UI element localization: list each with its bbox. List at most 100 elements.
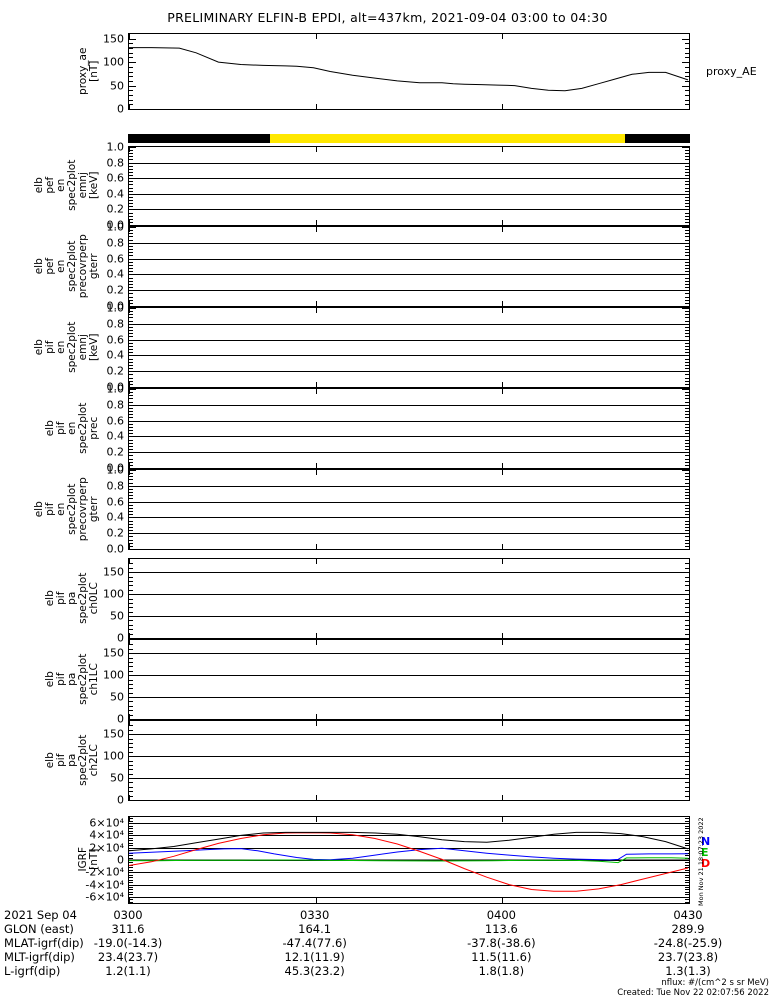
y-tick-minor [129,495,133,497]
y-tick-minor [685,901,689,903]
y-tick-minor [685,215,689,217]
y-tick-minor [685,530,689,532]
y-tick-minor [129,688,133,690]
x-tick [689,147,690,152]
ephemeris-value: -47.4(77.6) [282,936,347,950]
y-tick-minor [685,380,689,382]
y-tick-minor [685,482,689,484]
y-axis-label-line: spec2plot [65,483,78,535]
y-tick-minor [129,314,133,316]
y-tick-minor [685,710,689,712]
y-axis-label-line: en [54,502,67,516]
x-tick [502,817,504,822]
x-tick [129,389,130,394]
ephemeris-row: GLON (east) 311.6 164.1 113.6 289.9 [0,922,775,936]
y-tick-minor [685,230,689,232]
x-tick [502,227,504,232]
y-tick-label: 0.2 [106,283,125,297]
y-tick-major [682,468,689,469]
ephemeris-row: 2021 Sep 04 0300 0330 0400 0430 [0,908,775,922]
x-tick [129,301,130,306]
y-tick-minor [129,392,133,394]
y-tick-minor [685,171,689,173]
y-tick-minor [129,236,133,238]
y-tick-minor [129,661,133,663]
ephemeris-row-label: L-igrf(dip) [4,964,61,978]
y-tick-minor [685,683,689,685]
y-tick-minor [685,589,689,591]
coverage-segment [128,134,270,143]
y-tick-minor [685,43,689,45]
y-tick-minor [685,830,689,832]
x-tick [502,34,504,39]
series-legend-label: proxy_AE [706,64,757,78]
y-tick-label: 0.6 [106,414,125,428]
y-tick-minor [129,184,133,186]
y-tick-minor [129,71,133,73]
y-tick-label: 0 [117,631,124,645]
y-tick-minor [685,252,689,254]
y-tick-minor [685,492,689,494]
y-tick-minor [685,330,689,332]
grid-line [129,242,689,244]
y-tick-minor [129,666,133,668]
y-axis-label-line: en [54,259,67,273]
ephemeris-value: 1.8(1.8) [478,964,525,978]
y-tick-major [129,387,136,388]
grid-line [129,572,689,574]
y-tick-minor [685,825,689,827]
x-tick [689,817,690,822]
y-tick-minor [129,523,133,525]
y-tick-minor [129,85,133,87]
y-tick-label: 50 [110,79,124,93]
y-tick-label: 100 [103,55,124,69]
y-tick-minor [129,200,133,202]
x-tick [689,463,690,468]
y-tick-minor [685,514,689,516]
x-tick [129,470,130,475]
series-canvas [129,47,689,92]
y-tick-label: 0.4 [106,348,125,362]
y-axis-label-line: ch1LC [87,662,100,695]
grid-line [129,884,689,886]
y-tick-minor [129,769,133,771]
y-tick-label: 0.2 [106,202,125,216]
y-axis-label-line: pif [54,421,67,435]
x-tick [689,220,690,225]
grid-line [129,209,689,211]
x-tick [129,633,130,638]
x-tick [315,308,317,313]
y-tick-minor [685,52,689,54]
x-tick [315,721,317,726]
y-tick-minor [129,580,133,582]
y-tick-minor [685,445,689,447]
y-axis-label-line: spec2plot [65,159,78,211]
y-tick-minor [685,364,689,366]
y-tick-minor [129,710,133,712]
x-tick [315,382,317,387]
y-tick-minor [129,862,133,864]
ephemeris-value: 23.4(23.7) [97,950,159,964]
ephemeris-value: 0300 [113,908,143,922]
grid-line [129,371,689,373]
y-tick-major [682,719,689,720]
panel-frame-elb-pif-pa-spec2plot-ch1lc [128,639,690,720]
grid-line [129,258,689,260]
y-tick-minor [685,302,689,304]
y-tick-minor [685,598,689,600]
y-tick-minor [129,692,133,694]
y-tick-major [682,549,689,550]
y-tick-minor [129,882,133,884]
y-tick-minor [129,445,133,447]
x-tick [502,389,504,394]
y-tick-minor [129,430,133,432]
grid-line [129,756,689,758]
y-axis-label-line: precovrperp [76,476,89,541]
y-tick-minor [129,320,133,322]
x-tick [689,721,690,726]
y-tick-minor [685,342,689,344]
y-tick-minor [685,476,689,478]
y-tick-label: 1.0 [106,140,125,154]
y-axis-label-line: spec2plot [76,653,89,705]
y-tick-major [682,147,689,148]
